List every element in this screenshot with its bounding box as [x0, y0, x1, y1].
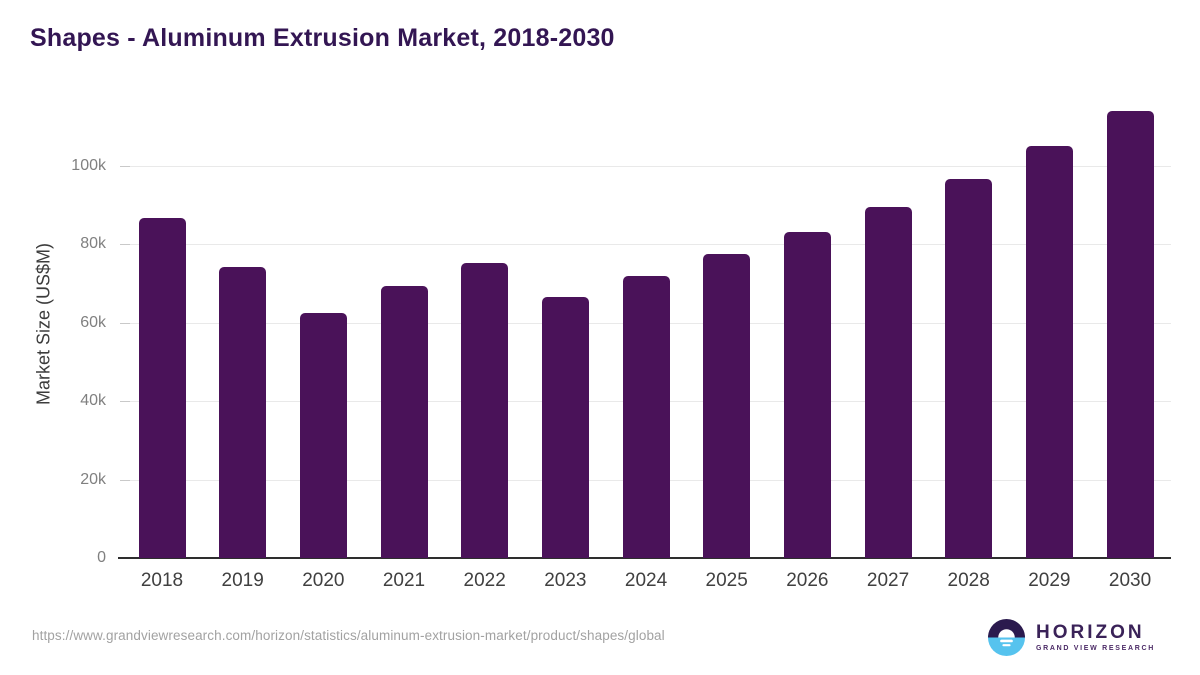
bar-2029[interactable]: [1025, 146, 1073, 558]
y-tick-label-20k: 20k: [80, 470, 106, 488]
x-axis-line: [118, 557, 1171, 559]
bar-2030[interactable]: [1106, 111, 1154, 558]
y-tick-label-80k: 80k: [80, 235, 106, 253]
horizon-logo-text: HORIZON GRAND VIEW RESEARCH: [1036, 623, 1155, 652]
horizon-logo: HORIZON GRAND VIEW RESEARCH: [987, 618, 1155, 657]
source-url: https://www.grandviewresearch.com/horizo…: [32, 628, 665, 643]
x-tick-label-2018: 2018: [140, 570, 184, 591]
bar-2018[interactable]: [138, 217, 186, 558]
x-tick-label-2021: 2021: [382, 570, 426, 591]
x-tick-label-2029: 2029: [1028, 570, 1071, 591]
bar-2020[interactable]: [299, 312, 347, 558]
x-tick-label-2027: 2027: [866, 570, 910, 591]
horizon-logo-brand: HORIZON: [1035, 622, 1145, 643]
y-tick-label-100k: 100k: [71, 156, 106, 174]
horizon-logo-tagline: GRAND VIEW RESEARCH: [1035, 645, 1155, 652]
y-tick-label-0: 0: [97, 549, 106, 566]
bar-2024[interactable]: [622, 275, 670, 558]
x-tick-label-2025: 2025: [705, 570, 748, 591]
bar-2028[interactable]: [945, 178, 993, 558]
x-tick-label-2023: 2023: [544, 570, 587, 591]
x-tick-label-2028: 2028: [947, 570, 990, 591]
x-tick-label-2024: 2024: [624, 570, 668, 591]
chart-title: Shapes - Aluminum Extrusion Market, 2018…: [30, 24, 615, 52]
bar-2021[interactable]: [380, 286, 428, 558]
bar-2025[interactable]: [703, 254, 751, 558]
gridline-100k: [120, 165, 1171, 167]
x-tick-label-2022: 2022: [463, 570, 506, 591]
x-tick-label-2026: 2026: [786, 570, 829, 591]
bar-2026[interactable]: [783, 232, 831, 558]
bar-2022[interactable]: [461, 263, 509, 558]
bar-2023[interactable]: [541, 296, 589, 558]
horizon-logo-icon: [987, 618, 1025, 657]
x-tick-label-2020: 2020: [302, 570, 345, 591]
bar-2019[interactable]: [219, 267, 267, 558]
x-tick-label-2030: 2030: [1108, 570, 1152, 591]
x-tick-label-2019: 2019: [221, 570, 264, 591]
gridline-80k: [120, 244, 1171, 246]
bar-2027[interactable]: [864, 206, 912, 558]
y-tick-label-60k: 60k: [80, 313, 106, 331]
y-tick-label-40k: 40k: [80, 392, 106, 410]
